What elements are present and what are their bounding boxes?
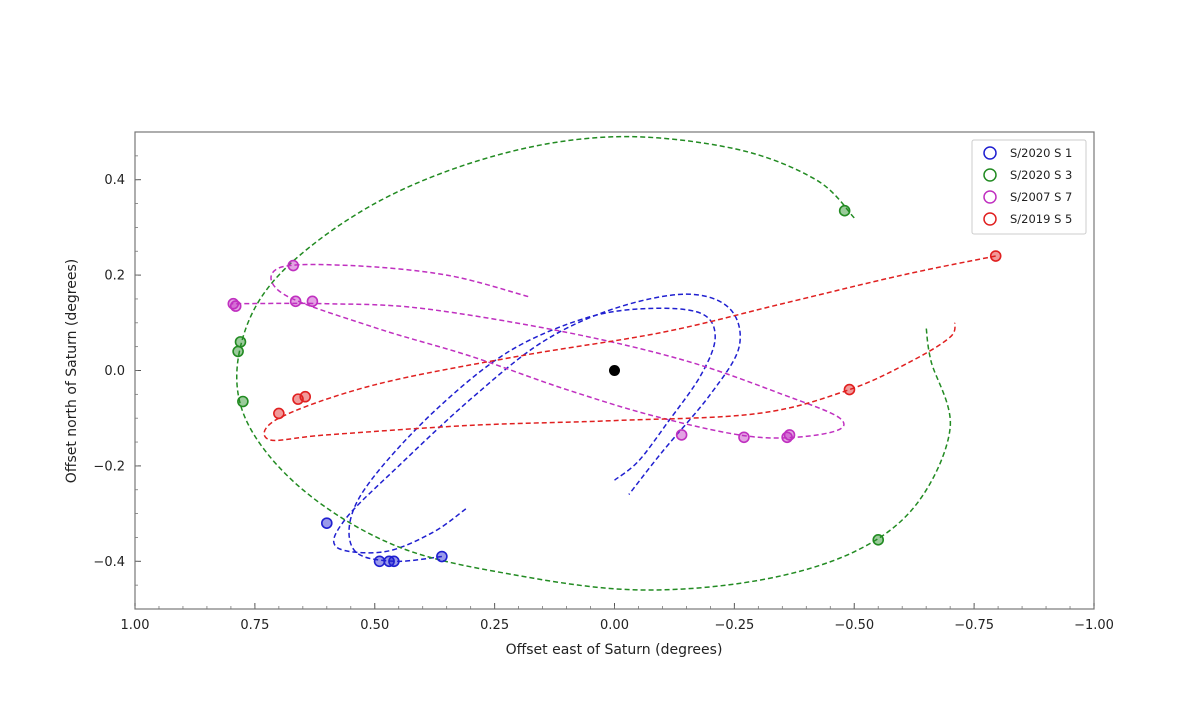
x-tick-label-3: 0.25	[480, 618, 509, 633]
orbit-path-0-1	[348, 307, 716, 563]
x-tick-label-8: −1.00	[1074, 618, 1114, 633]
observation-markers	[227, 204, 1002, 568]
y-tick-label-1: −0.2	[93, 459, 125, 474]
data-point-2-2	[287, 259, 300, 272]
legend-box	[971, 139, 1087, 235]
data-point-3-2	[299, 390, 312, 403]
y-tick-label-3: 0.2	[104, 269, 125, 284]
legend-label-1: S/2020 S 3	[1010, 168, 1072, 182]
legend-marker-2	[983, 190, 997, 204]
data-point-1-4	[872, 534, 885, 546]
data-point-3-0	[273, 407, 285, 420]
data-point-1-2	[237, 395, 249, 408]
legend-marker-1	[983, 168, 997, 182]
x-tick-label-6: −0.50	[834, 618, 874, 633]
data-point-2-3	[289, 295, 302, 308]
legend-label-3: S/2019 S 5	[1010, 212, 1072, 226]
y-axis-label: Offset north of Saturn (degrees)	[64, 259, 80, 483]
legend-label-0: S/2020 S 1	[1010, 146, 1072, 160]
orbit-path-0-0	[332, 293, 742, 554]
axes: 1.00 0.75 0.50 0.25 0.00 −0.25 −0.50 −0.75 −1.00…	[93, 131, 1114, 633]
x-tick-label-7: −0.75	[954, 618, 994, 633]
data-point-2-4	[306, 295, 319, 308]
x-axis-label: Offset east of Saturn (degrees)	[506, 642, 723, 658]
orbit-path-1-0	[236, 135, 952, 591]
orbit-path-3-0	[263, 255, 996, 442]
y-tick-label-0: −0.4	[93, 555, 125, 570]
y-tick-label-2: 0.0	[104, 364, 125, 379]
data-point-2-1	[229, 300, 242, 312]
data-point-1-3	[838, 204, 851, 217]
data-point-0-0	[320, 517, 333, 529]
y-tick-label-4: 0.4	[104, 173, 125, 188]
data-point-2-5	[675, 429, 688, 441]
data-point-2-6	[738, 431, 750, 444]
x-tick-label-5: −0.25	[714, 618, 754, 633]
orbit-paths	[230, 135, 996, 591]
x-tick-label-0: 1.00	[121, 618, 150, 633]
legend-marker-0	[983, 146, 997, 160]
legend-marker-3	[983, 212, 997, 226]
x-tick-label-4: 0.00	[600, 618, 629, 633]
data-point-0-4	[436, 550, 448, 563]
data-point-1-1	[232, 345, 244, 358]
x-tick-label-1: 0.75	[240, 618, 269, 633]
orbit-path-2-0	[230, 263, 845, 439]
data-point-1-0	[234, 336, 247, 348]
data-point-2-8	[783, 429, 796, 441]
legend-label-2: S/2007 S 7	[1010, 190, 1072, 204]
x-tick-label-2: 0.50	[360, 618, 389, 633]
legend: S/2020 S 1 S/2020 S 3 S/2007 S 7 S/2019 S 5	[971, 139, 1087, 235]
data-point-0-3	[388, 555, 400, 568]
saturn-center-point	[609, 365, 620, 376]
data-point-3-3	[843, 383, 856, 396]
data-point-3-4	[989, 250, 1002, 262]
data-point-0-1	[373, 555, 386, 568]
